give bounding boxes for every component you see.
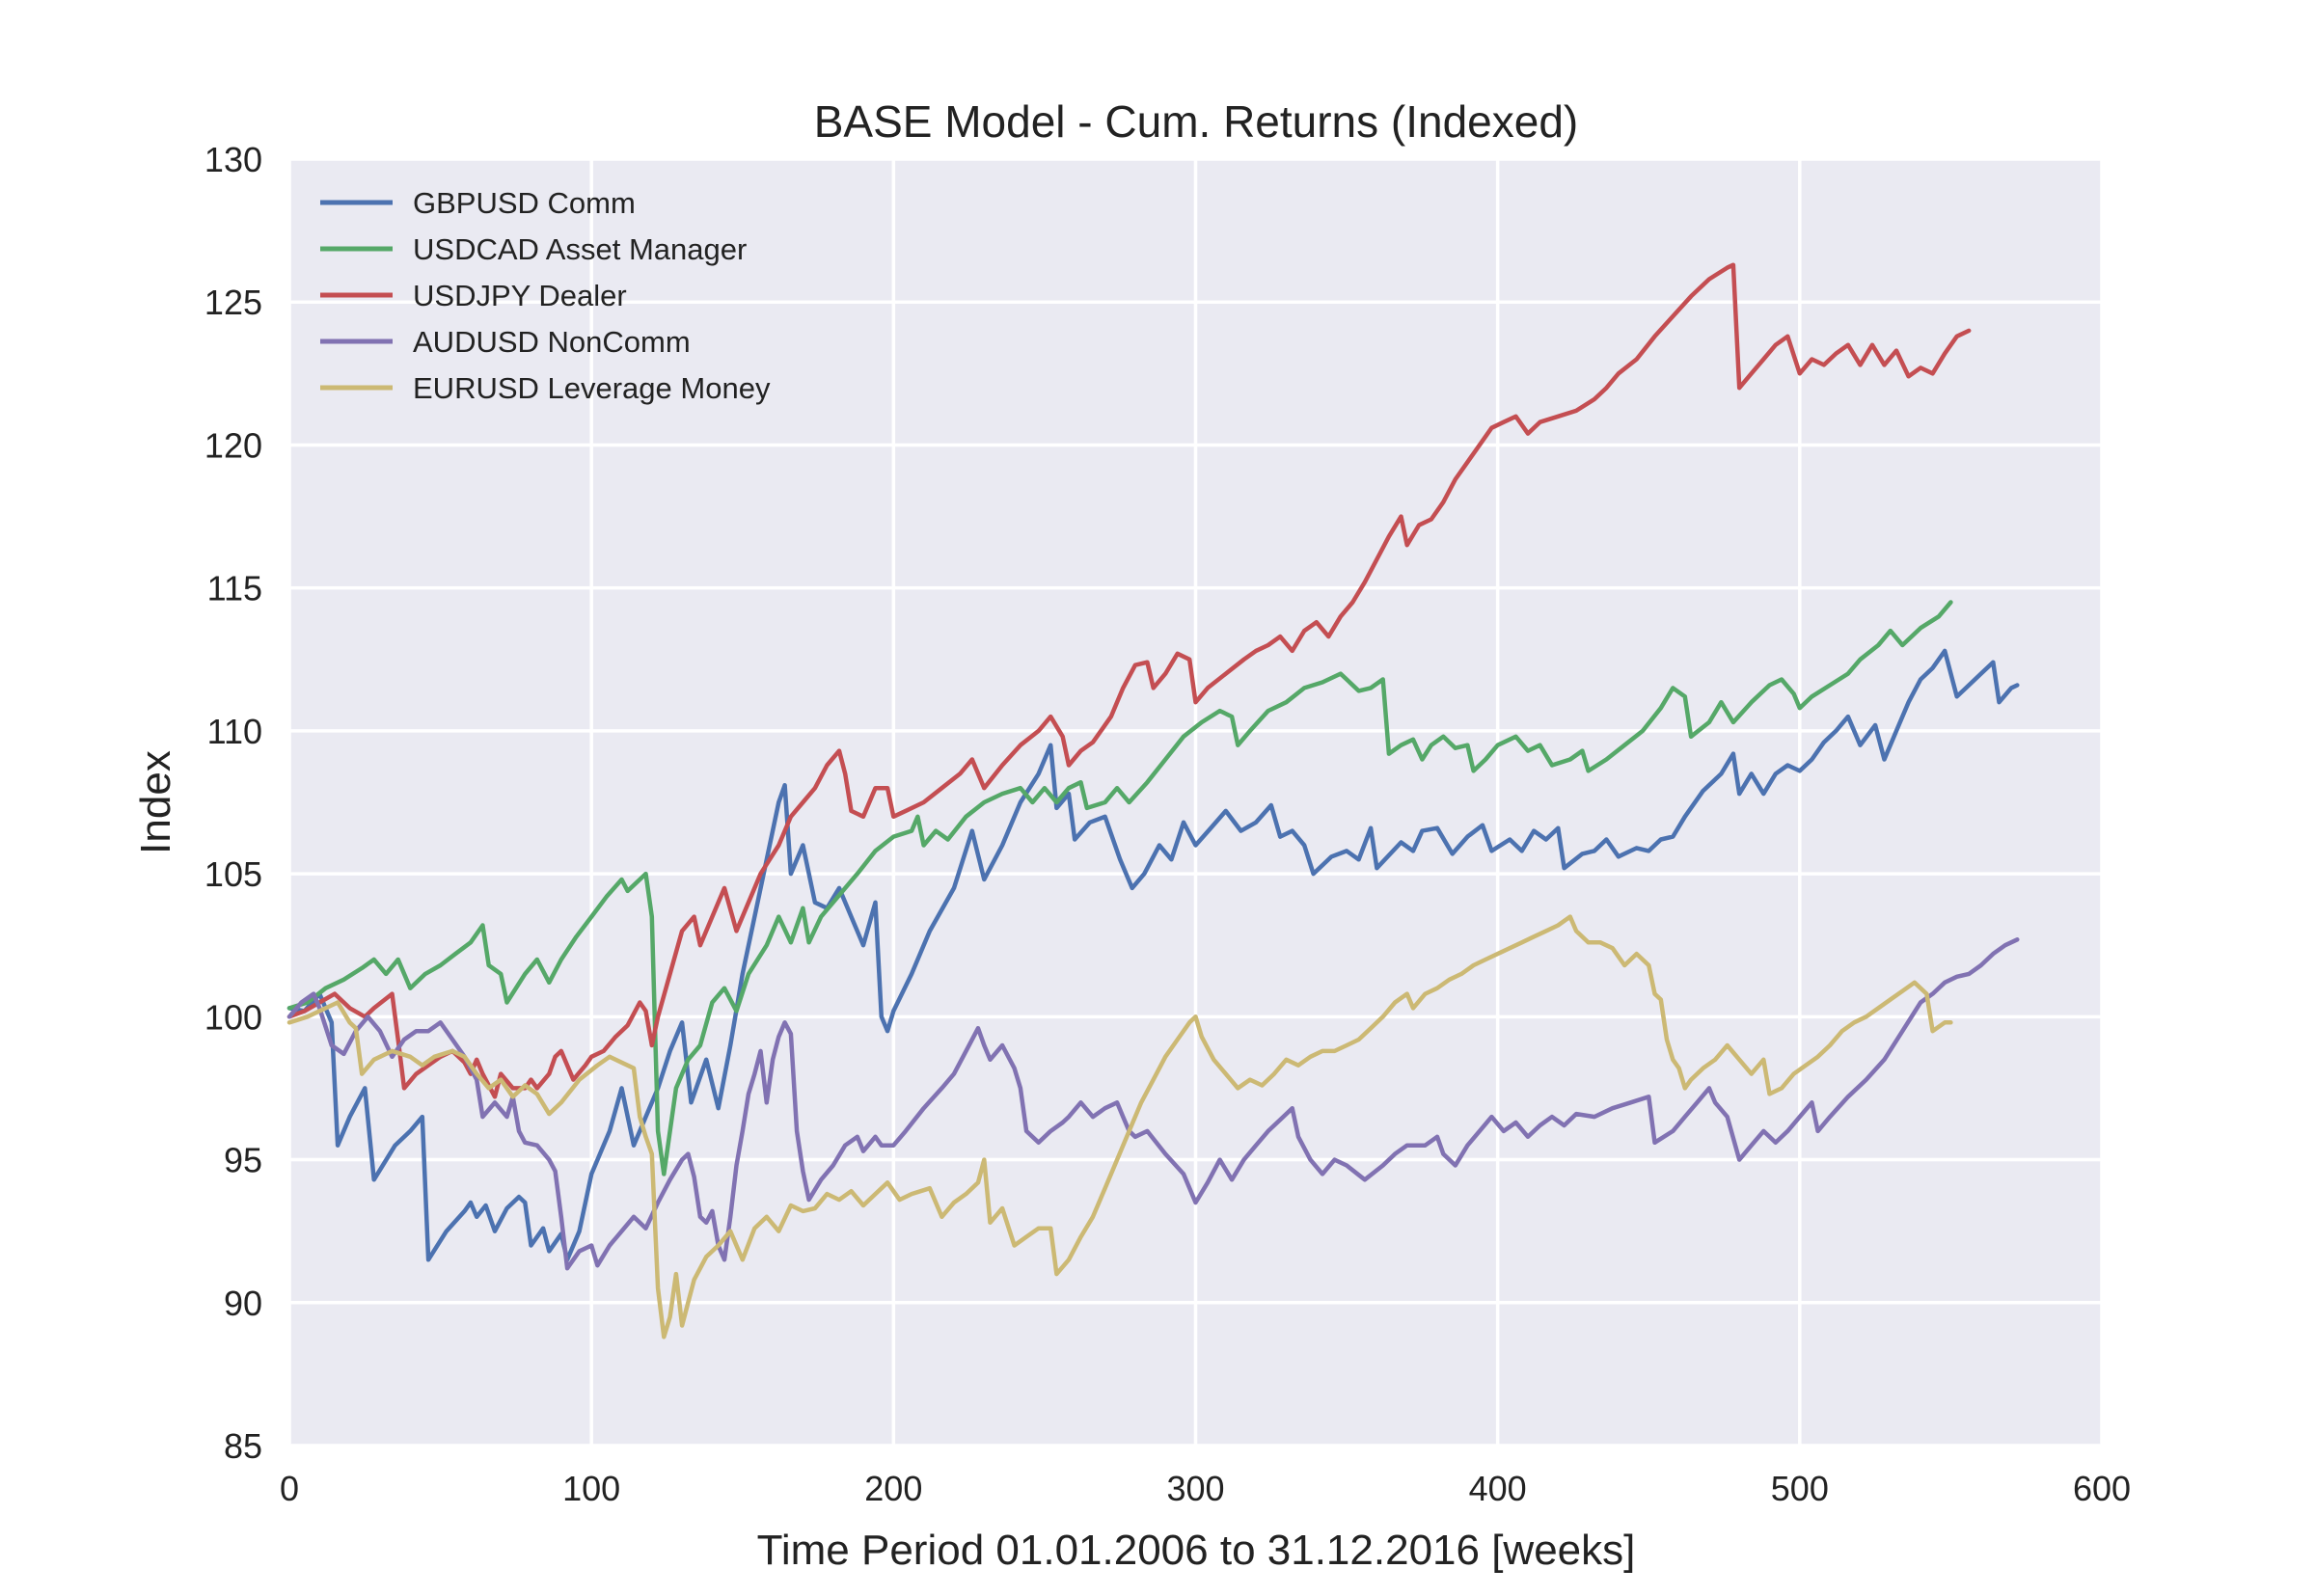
y-tick-label: 90 (224, 1284, 262, 1323)
series-lines (286, 262, 2020, 1339)
y-tick-label: 130 (204, 140, 262, 179)
x-tick-label: 100 (562, 1469, 620, 1508)
x-axis-label: Time Period 01.01.2006 to 31.12.2016 [we… (757, 1527, 1636, 1574)
legend: GBPUSD Comm USDCAD Asset Manager USDJPY De… (320, 186, 771, 405)
x-tick-label: 600 (2073, 1469, 2131, 1508)
legend-label: USDCAD Asset Manager (413, 232, 747, 266)
legend-label: GBPUSD Comm (413, 186, 636, 220)
y-axis-label: Index (132, 750, 179, 854)
series-line (286, 262, 1972, 1099)
legend-label: USDJPY Dealer (413, 279, 627, 312)
y-tick-label: 125 (204, 283, 262, 322)
y-tick-label: 95 (224, 1141, 262, 1180)
chart-title: BASE Model - Cum. Returns (Indexed) (814, 96, 1579, 147)
legend-label: AUDUSD NonComm (413, 325, 691, 359)
series-line (286, 648, 2020, 1262)
series-line (286, 600, 1953, 1177)
y-tick-label: 110 (207, 712, 262, 751)
tick-labels: 0 100 200 300 400 500 600 85 90 95 100 105 110 115 120… (204, 140, 2131, 1508)
x-tick-label: 0 (280, 1469, 299, 1508)
y-tick-label: 85 (224, 1426, 262, 1466)
y-tick-label: 100 (204, 997, 262, 1037)
x-tick-label: 500 (1771, 1469, 1829, 1508)
series-line (286, 914, 1953, 1339)
x-tick-label: 300 (1166, 1469, 1224, 1508)
y-tick-label: 115 (207, 569, 262, 609)
legend-label: EURUSD Leverage Money (413, 371, 771, 405)
x-tick-label: 200 (864, 1469, 922, 1508)
series-line (286, 937, 2020, 1271)
y-tick-label: 105 (204, 854, 262, 894)
y-tick-label: 120 (204, 425, 262, 465)
x-tick-label: 400 (1469, 1469, 1527, 1508)
